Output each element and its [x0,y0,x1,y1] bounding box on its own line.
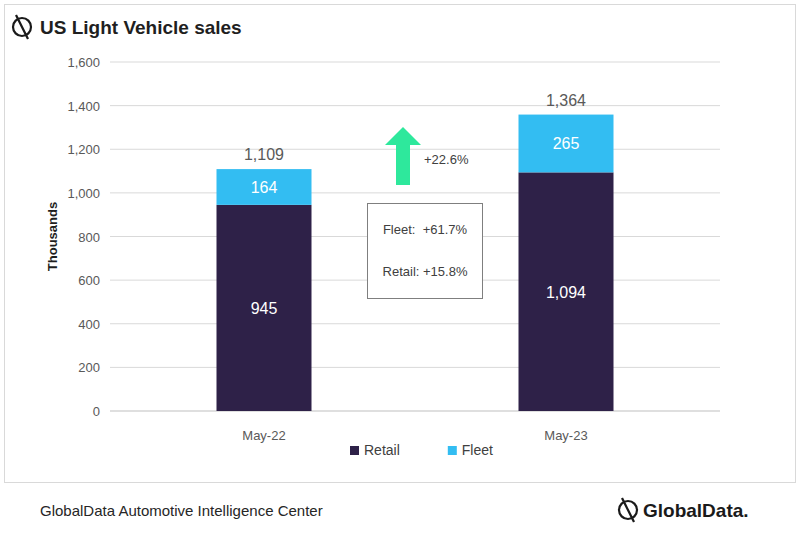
legend-swatch [350,446,359,455]
grid-line [110,323,720,324]
logo-slash [622,498,634,522]
x-tick-label: May-22 [242,428,285,443]
x-tick-label: May-23 [544,428,587,443]
bar-segment [217,205,312,411]
legend-label: Fleet [462,442,493,458]
legend: Retail Fleet [350,442,493,458]
grid-line [110,105,720,106]
grid [110,62,720,411]
data-label: 945 [251,300,278,317]
grid-line [110,62,720,63]
frame [5,5,796,483]
grid-line [110,149,720,150]
grid-line [110,192,720,193]
grid-line [110,411,720,412]
total-label: 1,109 [244,146,284,163]
annotation-text: Retail: +15.8% [383,264,468,279]
bars [217,115,614,411]
chart: US Light Vehicle sales 0 200 400 600 800 1,000… [0,0,800,533]
annotation-box [368,204,483,299]
icon-slash [16,15,28,39]
y-tick-label: 1,000 [67,186,100,201]
data-label: 1,094 [546,284,586,301]
footer-logo: GlobalData. [619,498,749,522]
grid-line [110,367,720,368]
bar-segment [217,169,312,205]
y-tick-label: 200 [78,360,100,375]
y-tick-label: 0 [93,404,100,419]
legend-swatch [448,446,457,455]
y-tick-label: 1,200 [67,142,100,157]
title-icon [13,15,31,39]
footer-source: GlobalData Automotive Intelligence Cente… [40,502,323,519]
y-tick-label: 600 [78,273,100,288]
growth-arrow [385,127,421,185]
annotation-text: Fleet: +61.7% [383,222,468,237]
growth-label: +22.6% [424,152,469,167]
logo-text: GlobalData. [643,500,749,521]
data-label: 164 [251,179,278,196]
title: US Light Vehicle sales [40,17,242,38]
bar-segment [519,115,614,173]
total-label: 1,364 [546,92,586,109]
data-label: 265 [553,135,580,152]
annotations: +22.6% Fleet: +61.7% Retail: +15.8% [368,127,483,299]
labels: 945 1,094 164 265 1,109 1,364 [244,92,586,317]
legend-label: Retail [364,442,400,458]
y-tick-label: 1,600 [67,55,100,70]
y-tick-label: 1,400 [67,99,100,114]
y-tick-label: 800 [78,230,100,245]
y-tick-label: 400 [78,317,100,332]
bar-segment [519,172,614,411]
y-axis-label: Thousands [45,202,60,271]
